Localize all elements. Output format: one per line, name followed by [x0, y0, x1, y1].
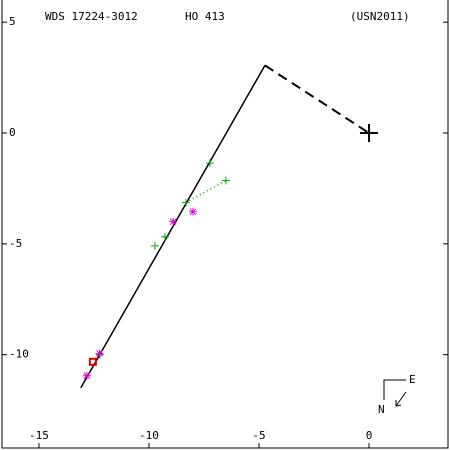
- compass-e: E: [409, 373, 416, 386]
- plus-point: [161, 232, 170, 241]
- plus-point: [205, 159, 214, 168]
- y-tick-label: -5: [9, 237, 22, 250]
- star-point: [169, 217, 178, 226]
- y-tick-label: 0: [9, 126, 16, 139]
- x-tick-label: 0: [366, 429, 373, 442]
- compass-n: N: [378, 403, 385, 416]
- orbit-line: [80, 65, 266, 389]
- star-point: [95, 349, 104, 358]
- reference: (USN2011): [350, 10, 410, 23]
- primary-star: [360, 124, 379, 143]
- plus-point: [221, 176, 230, 185]
- square-point: [88, 357, 97, 366]
- y-tick-label: -10: [9, 348, 29, 361]
- compass-arrow: [395, 391, 407, 407]
- orbit-line: [185, 179, 227, 204]
- compass-arrowhead: [395, 400, 402, 407]
- x-tick-label: -10: [139, 429, 159, 442]
- star-point: [188, 207, 197, 216]
- star-id: WDS 17224-3012: [45, 10, 138, 23]
- discoverer: HO 413: [185, 10, 225, 23]
- plus-point: [181, 198, 190, 207]
- star-point: [82, 371, 91, 380]
- compass-frame: [383, 379, 406, 400]
- compass: [383, 379, 407, 407]
- plus-point: [150, 241, 159, 250]
- orbit-line: [264, 64, 370, 134]
- y-tick-label: 5: [9, 15, 16, 28]
- x-tick-label: -15: [29, 429, 49, 442]
- x-tick-label: -5: [252, 429, 265, 442]
